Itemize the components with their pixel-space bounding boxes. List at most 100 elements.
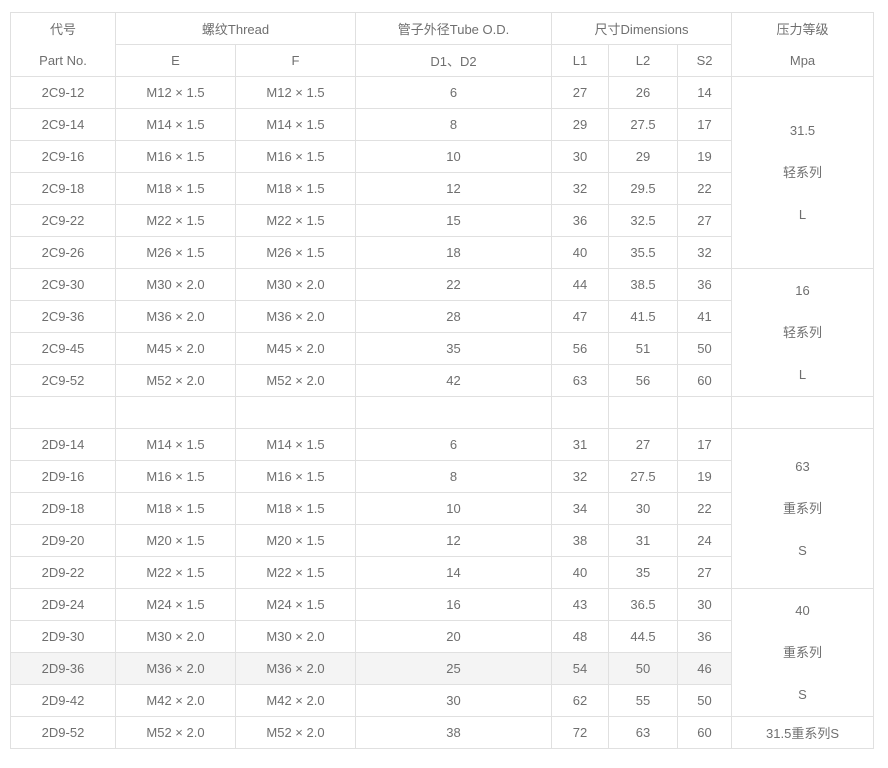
pressure-rating-line: 16: [795, 282, 810, 298]
dim-l2-cell: 63: [608, 716, 679, 749]
thread-e-cell: M18 × 1.5: [115, 492, 236, 525]
table-row: 2C9-45 M45 × 2.0 M45 × 2.0 35 56 51 50: [10, 332, 874, 365]
dim-l2-cell: 55: [608, 684, 679, 717]
dim-s2-cell: 30: [677, 588, 733, 621]
table-row: 2C9-36 M36 × 2.0 M36 × 2.0 28 47 41.5 41: [10, 300, 874, 333]
tube-od-cell: 10: [355, 492, 553, 525]
thread-e-cell: M36 × 2.0: [115, 652, 236, 685]
dim-l1-cell: 43: [551, 588, 610, 621]
dim-l1-cell: 30: [551, 140, 610, 173]
thread-f-cell: M12 × 1.5: [234, 76, 357, 109]
pressure-rating-cell: 31.5重系列S: [731, 716, 875, 749]
dim-l1-cell: 47: [551, 300, 610, 333]
tube-od-cell: 28: [355, 300, 553, 333]
dim-s2-cell: 46: [677, 652, 733, 685]
dim-l2-cell: 27: [608, 428, 679, 461]
tube-od-cell: 16: [355, 588, 553, 621]
thread-f-cell: M18 × 1.5: [234, 492, 357, 525]
pressure-rating-line: 轻系列: [783, 164, 823, 180]
table-row: 2C9-16 M16 × 1.5 M16 × 1.5 10 30 29 19: [10, 140, 874, 173]
pressure-rating-line: S: [798, 686, 807, 702]
dim-s2-cell: 60: [677, 716, 733, 749]
part-no-cell: 2C9-14: [10, 108, 116, 141]
dim-s2-cell: 60: [677, 364, 733, 397]
tube-od-cell: 35: [355, 332, 553, 365]
header-tube-od: 管子外径Tube O.D.: [355, 12, 553, 45]
spec-table: 代号 Part No. 螺纹Thread 管子外径Tube O.D. 尺寸Dim…: [10, 12, 875, 749]
dim-l2-cell: 35: [608, 556, 679, 589]
table-row: 2C9-26 M26 × 1.5 M26 × 1.5 18 40 35.5 32: [10, 236, 874, 269]
thread-e-cell: M14 × 1.5: [115, 428, 236, 461]
dim-l1-cell: 48: [551, 620, 610, 653]
dim-s2-cell: [677, 396, 733, 429]
header-pressure-zh: 压力等级: [776, 21, 829, 37]
dim-l2-cell: 50: [608, 652, 679, 685]
thread-f-cell: M22 × 1.5: [234, 204, 357, 237]
part-no-cell: 2C9-30: [10, 268, 116, 301]
dim-l1-cell: 72: [551, 716, 610, 749]
part-no-cell: 2C9-45: [10, 332, 116, 365]
table-row: 2C9-30 M30 × 2.0 M30 × 2.0 22 44 38.5 36 16 轻系列 L: [10, 268, 875, 397]
part-no-cell: 2C9-18: [10, 172, 116, 205]
dim-s2-cell: 22: [677, 492, 733, 525]
dim-s2-cell: 36: [677, 268, 733, 301]
table-body: 2C9-12 M12 × 1.5 M12 × 1.5 6 27 26 14 31.5 轻系列 L 2…: [10, 76, 875, 749]
pressure-rating-line: 31.5: [789, 122, 816, 138]
tube-od-cell: 15: [355, 204, 553, 237]
dim-l2-cell: 56: [608, 364, 679, 397]
dim-l2-cell: 38.5: [608, 268, 679, 301]
thread-e-cell: M36 × 2.0: [115, 300, 236, 333]
dim-l2-cell: 30: [608, 492, 679, 525]
thread-e-cell: M45 × 2.0: [115, 332, 236, 365]
part-no-cell: 2D9-22: [10, 556, 116, 589]
thread-f-cell: M30 × 2.0: [234, 620, 357, 653]
part-no-cell: 2D9-14: [10, 428, 116, 461]
part-no-cell: 2D9-16: [10, 460, 116, 493]
thread-f-cell: M52 × 2.0: [234, 716, 357, 749]
thread-e-cell: M30 × 2.0: [115, 620, 236, 653]
header-l2: L2: [608, 44, 679, 77]
table-row: 2C9-12 M12 × 1.5 M12 × 1.5 6 27 26 14 31.5 轻系列 L: [10, 76, 875, 269]
pressure-rating-line: 40: [795, 602, 810, 618]
thread-e-cell: M52 × 2.0: [115, 716, 236, 749]
table-row: 2D9-24 M24 × 1.5 M24 × 1.5 16 43 36.5 30 40 重系列 S: [10, 588, 875, 717]
dim-l1-cell: 32: [551, 460, 610, 493]
part-no-cell: 2C9-36: [10, 300, 116, 333]
part-no-cell: 2C9-12: [10, 76, 116, 109]
dim-s2-cell: 17: [677, 108, 733, 141]
thread-f-cell: M24 × 1.5: [234, 588, 357, 621]
table-row: 2D9-30 M30 × 2.0 M30 × 2.0 20 48 44.5 36: [10, 620, 874, 653]
table-row: 2D9-18 M18 × 1.5 M18 × 1.5 10 34 30 22: [10, 492, 874, 525]
pressure-rating-line: 轻系列: [783, 324, 823, 340]
table-row: 2D9-22 M22 × 1.5 M22 × 1.5 14 40 35 27: [10, 556, 874, 589]
dim-s2-cell: 27: [677, 556, 733, 589]
table-row: 2D9-52 M52 × 2.0 M52 × 2.0 38 72 63 60 31.5重系列S: [10, 716, 875, 749]
dim-l1-cell: 34: [551, 492, 610, 525]
header-thread: 螺纹Thread: [114, 12, 357, 45]
header-s2: S2: [677, 44, 733, 77]
header-d1-d2: D1、D2: [355, 44, 553, 77]
table-row: 2C9-18 M18 × 1.5 M18 × 1.5 12 32 29.5 22: [10, 172, 874, 205]
dim-l2-cell: 41.5: [608, 300, 679, 333]
thread-f-cell: M45 × 2.0: [234, 332, 357, 365]
thread-e-cell: M26 × 1.5: [115, 236, 236, 269]
dim-l1-cell: 54: [551, 652, 610, 685]
table-header: 代号 Part No. 螺纹Thread 管子外径Tube O.D. 尺寸Dim…: [10, 12, 875, 77]
header-row-2: E F D1、D2 L1 L2 S2: [11, 44, 874, 77]
tube-od-cell: 25: [355, 652, 553, 685]
dim-s2-cell: 19: [677, 460, 733, 493]
dim-l1-cell: 40: [551, 236, 610, 269]
part-no-cell: 2D9-30: [10, 620, 116, 653]
thread-f-cell: M14 × 1.5: [234, 108, 357, 141]
tube-od-cell: 8: [355, 460, 553, 493]
dim-s2-cell: 24: [677, 524, 733, 557]
thread-f-cell: M16 × 1.5: [234, 460, 357, 493]
thread-f-cell: M22 × 1.5: [234, 556, 357, 589]
header-part-no: 代号 Part No.: [10, 12, 116, 77]
thread-e-cell: M12 × 1.5: [115, 76, 236, 109]
pressure-rating-cell: [731, 396, 875, 429]
dim-s2-cell: 41: [677, 300, 733, 333]
thread-e-cell: M20 × 1.5: [115, 524, 236, 557]
dim-l2-cell: 27.5: [608, 108, 679, 141]
thread-e-cell: M30 × 2.0: [115, 268, 236, 301]
